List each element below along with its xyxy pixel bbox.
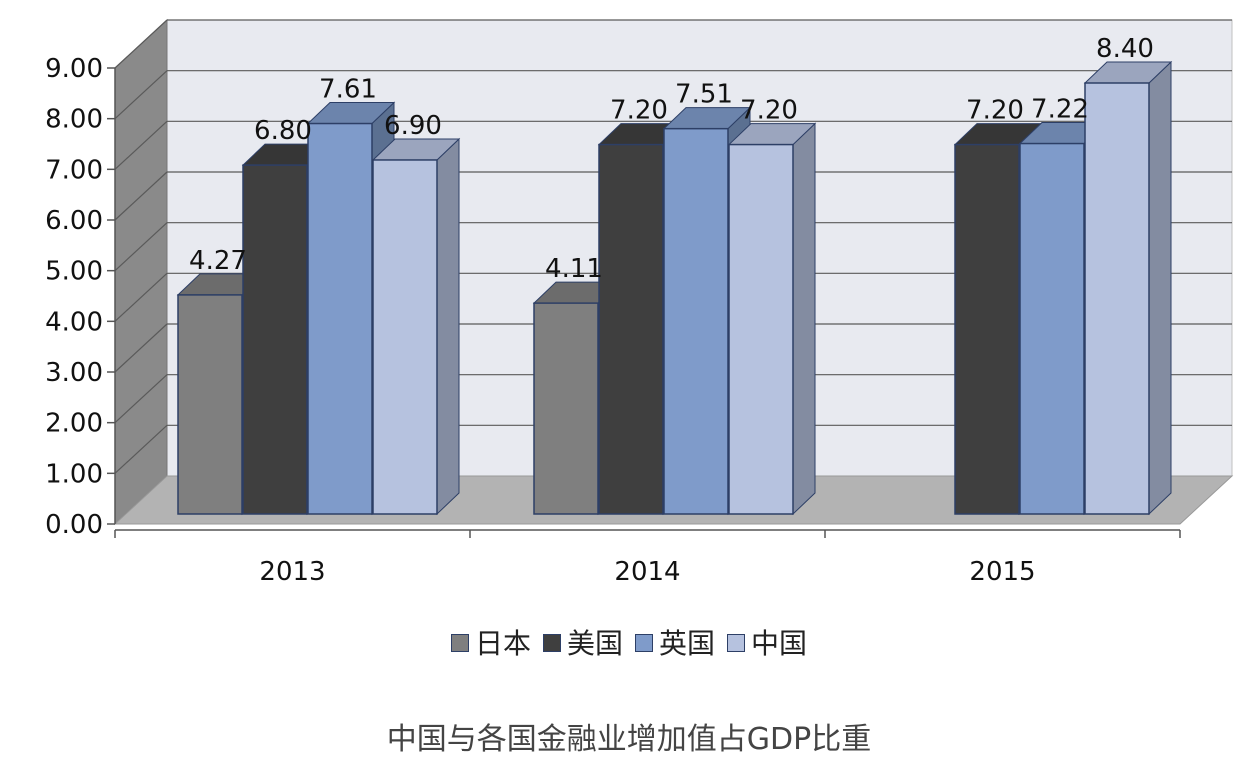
x-tick-label: 2014	[614, 557, 680, 587]
gridline-side	[114, 70, 168, 120]
x-tick-label: 2015	[969, 557, 1035, 587]
data-label: 6.90	[384, 111, 442, 141]
x-tick-label: 2013	[259, 557, 325, 587]
data-label: 7.20	[966, 96, 1024, 126]
bar-side	[792, 122, 816, 516]
gridline-side	[114, 424, 168, 474]
legend-item: 美国	[542, 622, 623, 662]
legend-swatch	[542, 634, 561, 652]
value-labels: 4.276.807.616.904.117.207.517.20 7.20 7.22…	[189, 34, 1154, 284]
bar-front	[307, 122, 373, 515]
bar-front	[728, 143, 794, 515]
gridline-side	[114, 222, 168, 272]
y-tick-label: 5.00	[45, 257, 103, 287]
data-label: 7.20	[610, 96, 668, 126]
y-tick-label: 6.00	[45, 206, 103, 236]
y-tick-label: 4.00	[45, 307, 103, 337]
legend-label: 日本	[474, 627, 531, 660]
bar-chart: 0.00 1.00 2.00 3.00 4.00 5.00 6.00 7.00 8.00 9.00…	[45, 18, 1234, 587]
bar-front	[177, 294, 243, 515]
gridline-side	[114, 374, 168, 424]
bar-front	[1084, 82, 1150, 515]
data-label: 7.20	[740, 96, 798, 126]
data-label: 7.51	[675, 80, 733, 110]
y-tick-label: 3.00	[45, 358, 103, 388]
gridline-side	[114, 171, 168, 221]
gridline-side	[114, 19, 168, 69]
gridline-side	[114, 323, 168, 373]
y-tick-label: 0.00	[45, 510, 103, 540]
bar-front	[663, 127, 729, 515]
gridline-side	[114, 120, 168, 170]
gridline-side	[114, 272, 168, 322]
legend: 日本 美国 英国 中国	[0, 622, 1258, 662]
legend-label: 中国	[751, 627, 808, 660]
legend-swatch	[450, 634, 469, 652]
bar-front	[372, 159, 438, 515]
x-axis: 2013 2014 2015	[114, 529, 1181, 587]
data-label: 7.61	[319, 75, 377, 105]
data-label: 4.27	[189, 246, 247, 276]
data-label: 7.22	[1031, 95, 1089, 125]
legend-label: 英国	[659, 627, 716, 660]
bar-front	[598, 143, 664, 515]
y-tick-label: 9.00	[45, 54, 103, 84]
y-axis: 0.00 1.00 2.00 3.00 4.00 5.00 6.00 7.00 8.00 9.00	[45, 54, 116, 540]
bar	[727, 122, 817, 516]
legend-label: 美国	[566, 627, 623, 660]
bar-front	[242, 164, 308, 515]
bar-front	[533, 302, 599, 515]
bar-side	[436, 137, 460, 516]
data-label: 6.80	[254, 116, 312, 146]
y-tick-label: 1.00	[45, 459, 103, 489]
bar-side	[1148, 60, 1172, 516]
legend-swatch	[635, 634, 653, 652]
bar-front	[954, 143, 1020, 515]
bar	[1083, 60, 1173, 516]
legend-item: 英国	[635, 622, 715, 662]
y-tick-label: 7.00	[45, 155, 103, 185]
y-tick-label: 8.00	[45, 105, 103, 135]
side-wall	[114, 18, 168, 526]
data-label: 8.40	[1096, 34, 1154, 64]
bars	[176, 60, 1173, 516]
y-tick-label: 2.00	[45, 409, 103, 439]
bar-front	[1019, 142, 1085, 515]
data-label: 4.11	[545, 254, 603, 284]
legend-item: 中国	[727, 622, 807, 662]
bar	[371, 137, 461, 516]
chart-caption: 中国与各国金融业增加值占GDP比重	[386, 722, 872, 757]
legend-swatch	[727, 634, 746, 652]
legend-item: 日本	[450, 622, 531, 662]
